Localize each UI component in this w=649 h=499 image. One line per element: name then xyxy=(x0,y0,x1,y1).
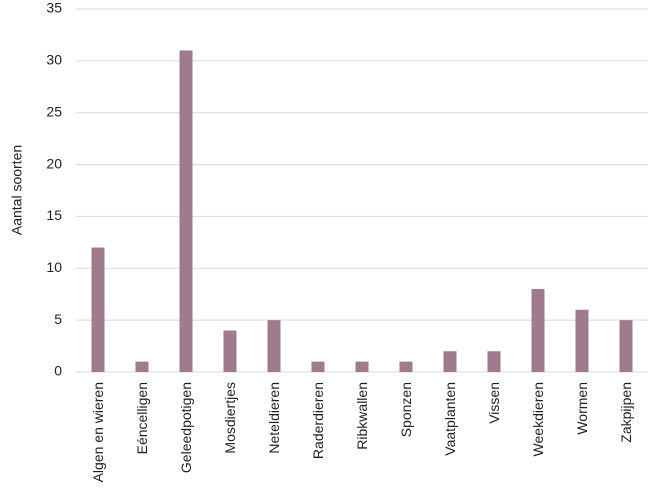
y-tick-label: 35 xyxy=(46,0,62,16)
y-tick-label: 20 xyxy=(46,155,62,171)
y-tick-label: 25 xyxy=(46,103,62,119)
bar xyxy=(135,361,149,372)
bar xyxy=(267,320,281,372)
x-tick-label: Zakpijpen xyxy=(618,382,634,443)
y-tick-label: 15 xyxy=(46,207,62,223)
y-tick-label: 10 xyxy=(46,259,62,275)
x-tick-label: Geleedpotigen xyxy=(178,382,194,473)
y-tick-label: 0 xyxy=(54,363,62,379)
y-axis-label: Aantal soorten xyxy=(9,145,25,235)
x-tick-label: Wormen xyxy=(574,382,590,435)
bar xyxy=(619,320,633,372)
x-tick-label: Neteldieren xyxy=(266,382,282,454)
bar xyxy=(223,330,237,372)
x-tick-label: Vissen xyxy=(486,382,502,424)
bar xyxy=(179,50,193,372)
bar xyxy=(531,289,545,372)
x-tick-label: Eéncelligen xyxy=(134,382,150,454)
bar xyxy=(91,247,105,372)
bar xyxy=(311,361,325,372)
bar xyxy=(443,351,457,372)
x-tick-label: Ribkwallen xyxy=(354,382,370,450)
x-tick-label: Algen en wieren xyxy=(90,382,106,482)
x-tick-label: Vaatplanten xyxy=(442,382,458,456)
bar xyxy=(575,309,589,372)
x-tick-label: Sponzen xyxy=(398,382,414,437)
x-tick-label: Mosdiertjes xyxy=(222,382,238,454)
bar xyxy=(399,361,413,372)
x-tick-label: Raderdieren xyxy=(310,382,326,459)
y-tick-label: 5 xyxy=(54,311,62,327)
bar xyxy=(487,351,501,372)
bar xyxy=(355,361,369,372)
y-tick-label: 30 xyxy=(46,52,62,68)
x-tick-label: Weekdieren xyxy=(530,382,546,456)
